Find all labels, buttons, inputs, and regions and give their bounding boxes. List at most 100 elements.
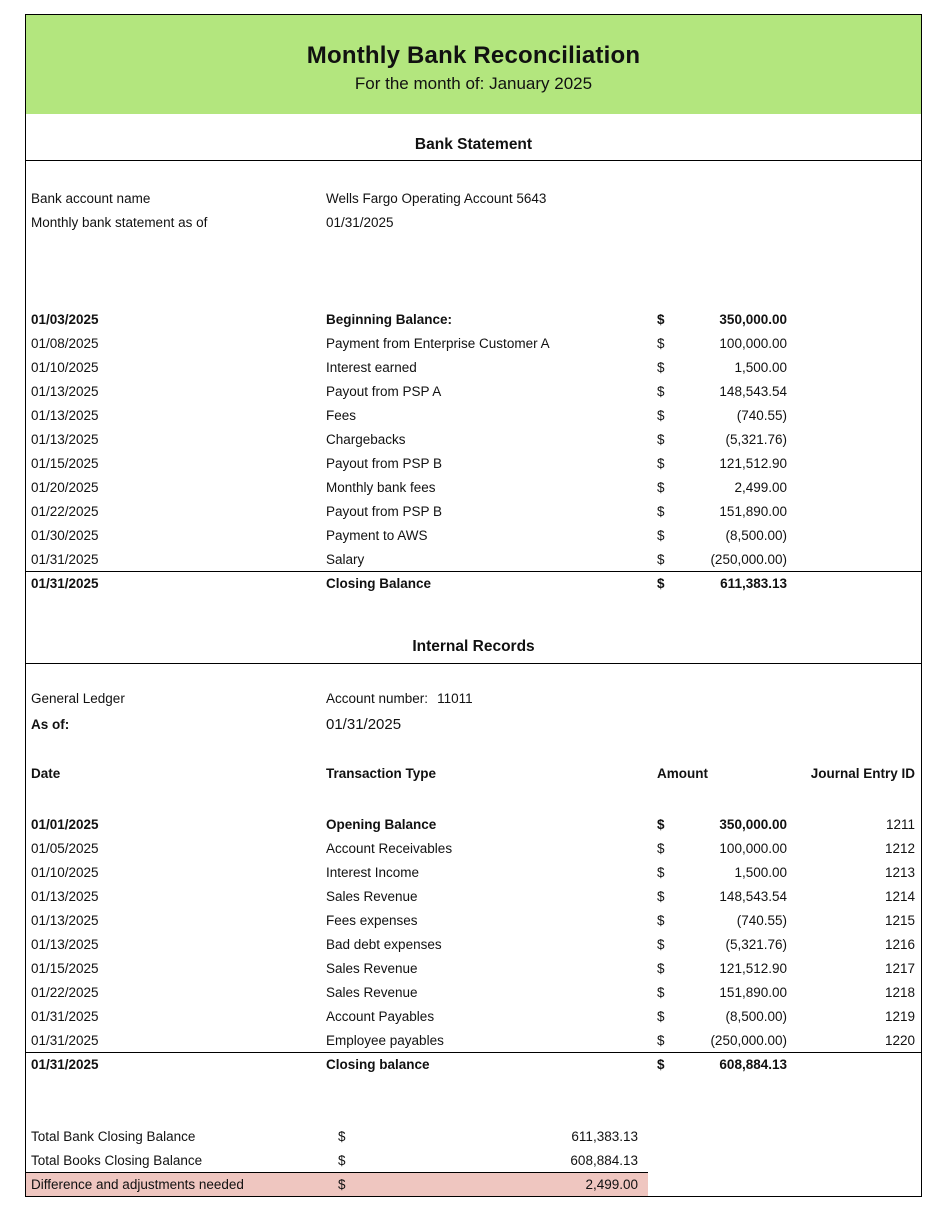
transaction-description: Payout from PSP B	[326, 503, 443, 519]
transaction-description: Payment to AWS	[326, 527, 428, 543]
summary-label: Difference and adjustments needed	[31, 1177, 244, 1192]
internal-records-heading: Internal Records	[26, 595, 921, 664]
currency-symbol: $	[657, 383, 665, 399]
transaction-type: Account Receivables	[326, 840, 453, 856]
spacer	[26, 738, 921, 760]
bank-statement-row: 01/22/2025 Payout from PSP B $ 151,890.0…	[26, 499, 921, 523]
closing-amount-cell: $ 608,884.13	[657, 1057, 792, 1072]
transaction-description: Interest earned	[326, 359, 417, 375]
transaction-type: Bad debt expenses	[326, 936, 442, 952]
transaction-amount-cell: $ 121,512.90	[657, 456, 792, 471]
journal-entry-id: 1215	[884, 912, 915, 928]
internal-record-row: 01/15/2025 Sales Revenue $ 121,512.90 12…	[26, 956, 921, 980]
transaction-date: 01/10/2025	[31, 359, 99, 375]
journal-entry-id: 1211	[885, 816, 915, 832]
transaction-description: Salary	[326, 551, 365, 567]
page-subtitle: For the month of: January 2025	[354, 73, 593, 93]
transaction-amount: 350,000.00	[719, 311, 787, 327]
journal-entry-id: 1216	[884, 936, 915, 952]
bank-statement-row: 01/08/2025 Payment from Enterprise Custo…	[26, 331, 921, 355]
transaction-amount: 2,499.00	[734, 479, 787, 495]
transaction-date: 01/13/2025	[31, 431, 99, 447]
transaction-amount: (5,321.76)	[725, 936, 787, 952]
transaction-description: Chargebacks	[326, 431, 406, 447]
transaction-type: Sales Revenue	[326, 984, 418, 1000]
transaction-amount: 148,543.54	[719, 383, 787, 399]
internal-records-info: General Ledger Account number: 11011 As o…	[26, 664, 921, 812]
transaction-type: Sales Revenue	[326, 888, 418, 904]
journal-entry-id: 1219	[884, 1008, 915, 1024]
bank-statement-row: 01/31/2025 Salary $ (250,000.00)	[26, 547, 921, 571]
transaction-type: Employee payables	[326, 1032, 444, 1048]
currency-symbol: $	[657, 984, 665, 1000]
page-title: Monthly Bank Reconciliation	[306, 41, 641, 69]
journal-entry-id: 1214	[884, 888, 915, 904]
closing-amount: 611,383.13	[720, 576, 787, 591]
reconciliation-sheet: Monthly Bank Reconciliation For the mont…	[25, 14, 922, 1197]
closing-label: Closing Balance	[326, 576, 432, 591]
transaction-amount: (250,000.00)	[710, 551, 787, 567]
transaction-date: 01/22/2025	[31, 984, 99, 1000]
transaction-amount: (8,500.00)	[725, 527, 787, 543]
transaction-amount-cell: $ (5,321.76)	[657, 432, 792, 447]
bank-account-value: Wells Fargo Operating Account 5643	[326, 190, 547, 206]
transaction-amount-cell: $ (740.55)	[657, 913, 792, 928]
currency-symbol: $	[657, 816, 665, 832]
transaction-amount-cell: $ (8,500.00)	[657, 1009, 792, 1024]
transaction-amount: 100,000.00	[719, 335, 787, 351]
closing-date: 01/31/2025	[31, 1057, 99, 1072]
transaction-amount-cell: $ 1,500.00	[657, 360, 792, 375]
transaction-type: Account Payables	[326, 1008, 435, 1024]
statement-date-label: Monthly bank statement as of	[31, 214, 208, 230]
spacer	[26, 1076, 921, 1124]
transaction-amount-cell: $ (740.55)	[657, 408, 792, 423]
internal-record-row: 01/22/2025 Sales Revenue $ 151,890.00 12…	[26, 980, 921, 1004]
spacer	[26, 786, 921, 812]
transaction-amount: 148,543.54	[719, 888, 787, 904]
currency-symbol: $	[338, 1177, 346, 1192]
summary-amount-cell: $ 611,383.13	[338, 1129, 648, 1144]
transaction-type: Interest Income	[326, 864, 420, 880]
internal-record-row: 01/13/2025 Sales Revenue $ 148,543.54 12…	[26, 884, 921, 908]
transaction-amount: 350,000.00	[719, 816, 787, 832]
transaction-description: Payout from PSP A	[326, 383, 442, 399]
transaction-amount: 1,500.00	[734, 864, 787, 880]
transaction-amount: 121,512.90	[719, 455, 787, 471]
currency-symbol: $	[657, 1057, 665, 1072]
transaction-type: Fees expenses	[326, 912, 418, 928]
transaction-amount: 1,500.00	[734, 359, 787, 375]
bank-statement-row: 01/03/2025 Beginning Balance: $ 350,000.…	[26, 307, 921, 331]
transaction-amount: (5,321.76)	[725, 431, 787, 447]
transaction-date: 01/13/2025	[31, 888, 99, 904]
currency-symbol: $	[338, 1152, 346, 1168]
transaction-amount-cell: $ 2,499.00	[657, 480, 792, 495]
bank-statement-row: 01/10/2025 Interest earned $ 1,500.00	[26, 355, 921, 379]
currency-symbol: $	[657, 1032, 665, 1048]
transaction-amount-cell: $ 350,000.00	[657, 312, 792, 327]
currency-symbol: $	[657, 936, 665, 952]
transaction-date: 01/15/2025	[31, 960, 99, 976]
summary-totals: Total Bank Closing Balance $ 611,383.13 …	[26, 1124, 648, 1196]
currency-symbol: $	[657, 407, 665, 423]
currency-symbol: $	[657, 335, 665, 351]
ledger-label: General Ledger	[31, 690, 125, 706]
transaction-date: 01/01/2025	[31, 816, 99, 832]
transaction-amount: 151,890.00	[719, 984, 787, 1000]
summary-amount: 2,499.00	[585, 1177, 638, 1192]
column-header-amount: Amount	[657, 765, 708, 781]
internal-records-rows: 01/01/2025 Opening Balance $ 350,000.00 …	[26, 812, 921, 1052]
bank-account-label: Bank account name	[31, 190, 151, 206]
transaction-amount-cell: $ 100,000.00	[657, 336, 792, 351]
bank-statement-row: 01/30/2025 Payment to AWS $ (8,500.00)	[26, 523, 921, 547]
transaction-amount: (8,500.00)	[725, 1008, 787, 1024]
account-number-cell: Account number: 11011	[326, 691, 921, 706]
currency-symbol: $	[657, 864, 665, 880]
summary-row: Total Books Closing Balance $ 608,884.13	[26, 1148, 648, 1172]
summary-amount: 608,884.13	[570, 1152, 638, 1168]
internal-closing-row: 01/31/2025 Closing balance $ 608,884.13	[26, 1052, 921, 1076]
statement-date-row: Monthly bank statement as of 01/31/2025	[26, 210, 921, 234]
currency-symbol: $	[657, 503, 665, 519]
column-header-type: Transaction Type	[326, 765, 437, 781]
transaction-amount: 100,000.00	[719, 840, 787, 856]
transaction-date: 01/13/2025	[31, 407, 99, 423]
